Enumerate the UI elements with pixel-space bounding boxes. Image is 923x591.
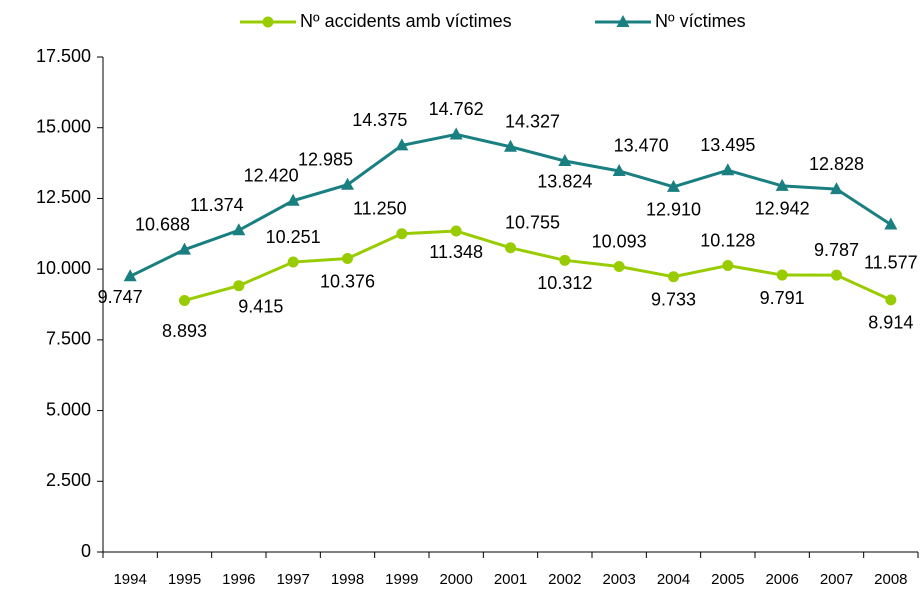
data-label: 12.910 xyxy=(646,200,701,220)
marker xyxy=(504,139,517,152)
marker xyxy=(341,177,354,190)
data-label: 12.420 xyxy=(244,165,299,185)
data-label: 10.688 xyxy=(135,214,190,234)
data-label: 10.093 xyxy=(592,231,647,251)
marker xyxy=(123,269,137,282)
data-label: 12.942 xyxy=(755,199,810,219)
marker xyxy=(667,179,680,192)
x-tick-label: 1994 xyxy=(113,571,146,588)
marker xyxy=(668,271,679,283)
x-tick-label: 1998 xyxy=(331,571,364,588)
marker xyxy=(612,163,626,176)
x-tick-label: 2007 xyxy=(820,571,853,588)
legend-marker xyxy=(616,15,630,27)
marker xyxy=(776,269,788,281)
data-label: 10.251 xyxy=(266,227,321,247)
y-tick-label: 5.000 xyxy=(46,399,91,419)
x-tick-label: 2000 xyxy=(439,571,472,588)
data-label: 14.762 xyxy=(429,99,484,119)
marker xyxy=(450,225,462,237)
marker xyxy=(449,127,463,140)
marker xyxy=(884,217,898,230)
marker xyxy=(232,223,246,236)
marker xyxy=(831,269,842,281)
x-tick-label: 1996 xyxy=(222,571,255,588)
y-tick-label: 15.000 xyxy=(36,116,91,136)
data-label: 9.733 xyxy=(651,289,696,309)
y-tick-label: 10.000 xyxy=(36,258,91,278)
data-label: 12.828 xyxy=(809,154,864,174)
x-tick-label: 2003 xyxy=(602,571,635,588)
legend-label: Nº víctimes xyxy=(655,11,746,31)
marker xyxy=(613,261,625,273)
data-label: 11.250 xyxy=(353,199,407,219)
legend-marker xyxy=(262,16,274,28)
marker xyxy=(830,182,843,195)
x-tick-label: 1997 xyxy=(276,571,309,588)
y-tick-label: 2.500 xyxy=(46,470,91,490)
data-label: 13.470 xyxy=(614,136,669,156)
marker xyxy=(885,294,897,306)
data-label: 9.415 xyxy=(238,296,283,316)
y-tick-label: 0 xyxy=(81,541,91,561)
data-label: 14.327 xyxy=(505,112,560,132)
marker xyxy=(179,294,190,306)
marker xyxy=(342,253,353,265)
x-tick-label: 2001 xyxy=(494,571,527,588)
x-tick-label: 2008 xyxy=(874,571,907,588)
y-tick-label: 17.500 xyxy=(36,46,91,66)
marker xyxy=(287,256,299,268)
marker xyxy=(286,193,300,206)
y-tick-label: 12.500 xyxy=(36,187,91,207)
data-label: 9.747 xyxy=(98,287,143,307)
data-label: 9.787 xyxy=(814,240,859,260)
data-label: 11.348 xyxy=(429,242,483,262)
marker xyxy=(396,228,408,240)
marker xyxy=(505,242,516,254)
data-label: 13.824 xyxy=(537,172,592,192)
data-label: 11.374 xyxy=(190,195,244,215)
marker xyxy=(233,280,245,292)
data-label: 13.495 xyxy=(700,135,755,155)
data-label: 8.914 xyxy=(868,313,913,333)
x-tick-label: 2005 xyxy=(711,571,744,588)
x-tick-label: 2006 xyxy=(765,571,798,588)
x-tick-label: 1999 xyxy=(385,571,418,588)
x-tick-label: 2004 xyxy=(657,571,690,588)
marker xyxy=(178,242,191,255)
marker xyxy=(559,254,571,266)
marker xyxy=(721,163,735,176)
data-label: 10.312 xyxy=(537,273,592,293)
marker xyxy=(722,260,734,272)
line xyxy=(184,229,892,302)
data-label: 10.376 xyxy=(320,271,375,291)
data-label: 11.577 xyxy=(864,252,918,272)
y-tick-label: 7.500 xyxy=(46,329,91,349)
data-label: 10.755 xyxy=(505,213,560,233)
marker xyxy=(558,153,572,166)
data-label: 12.985 xyxy=(298,149,353,169)
marker xyxy=(775,178,789,191)
x-tick-label: 1995 xyxy=(168,571,201,588)
data-label: 14.375 xyxy=(352,110,407,130)
data-label: 8.893 xyxy=(162,321,207,341)
legend-label: Nº accidents amb víctimes xyxy=(300,11,512,31)
x-tick-label: 2002 xyxy=(548,571,581,588)
data-label: 10.128 xyxy=(700,230,755,250)
marker xyxy=(395,138,409,151)
data-label: 9.791 xyxy=(760,288,805,308)
